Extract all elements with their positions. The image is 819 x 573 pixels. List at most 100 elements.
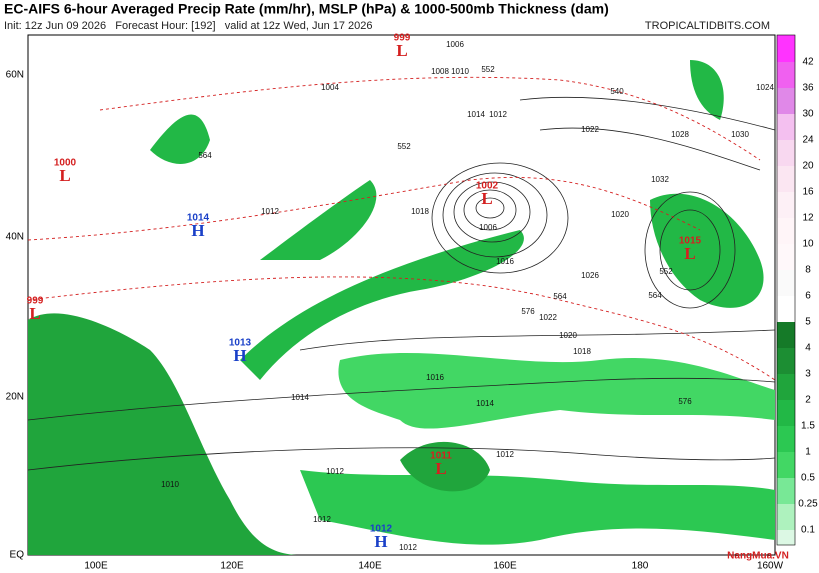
precip bbox=[28, 60, 775, 555]
colorbar-segment bbox=[777, 400, 795, 426]
center-value: 1013 bbox=[229, 338, 252, 349]
colorbar-segment bbox=[777, 426, 795, 452]
colorbar-frame bbox=[776, 34, 796, 546]
isobar-label: 1032 bbox=[651, 175, 669, 184]
center-letter: L bbox=[481, 189, 492, 208]
colorbar-label: 20 bbox=[802, 161, 814, 172]
precip-area bbox=[650, 193, 764, 308]
colorbar-segment bbox=[777, 478, 795, 504]
precip-area bbox=[150, 114, 210, 164]
isobar-label: 1006 bbox=[479, 223, 497, 232]
lon-label: 160E bbox=[493, 561, 517, 572]
precip-area bbox=[338, 352, 775, 429]
isobar-label: 1012 bbox=[399, 543, 417, 552]
colorbar-segment bbox=[777, 504, 795, 530]
center-value: 1000 bbox=[54, 158, 77, 169]
colorbar-label: 10 bbox=[802, 239, 814, 250]
isobar-label: 1006 bbox=[446, 40, 464, 49]
isobar-label: 1028 bbox=[671, 130, 689, 139]
colorbar-segment bbox=[777, 348, 795, 374]
thickness-label: 576 bbox=[521, 307, 535, 316]
center-letter: L bbox=[396, 41, 407, 60]
precip-area bbox=[300, 470, 775, 545]
colorbar-label: 24 bbox=[802, 135, 814, 146]
colorbar-label: 16 bbox=[802, 187, 814, 198]
lon-label: 140E bbox=[358, 561, 382, 572]
center-letter: H bbox=[191, 221, 204, 240]
colorbar-segment bbox=[777, 374, 795, 400]
thickness bbox=[27, 76, 776, 381]
lat-label: 40N bbox=[6, 232, 24, 243]
colorbar-label: 12 bbox=[802, 213, 814, 224]
colorbar-segment bbox=[777, 35, 795, 62]
isobars bbox=[27, 96, 776, 471]
lon-label: 100E bbox=[84, 561, 108, 572]
center-value: 1015 bbox=[679, 236, 702, 247]
center-value: 1012 bbox=[370, 524, 393, 535]
colorbar-segment bbox=[777, 140, 795, 166]
thickness-label: 576 bbox=[678, 397, 692, 406]
colorbar-label: 8 bbox=[805, 265, 811, 276]
colorbar-label: 6 bbox=[805, 291, 811, 302]
isobar-label: 1014 bbox=[291, 393, 309, 402]
colorbar-label: 2 bbox=[805, 395, 811, 406]
center-value: 1011 bbox=[430, 451, 452, 462]
center-letter: L bbox=[435, 459, 446, 478]
site: TROPICALTIDBITS.COM bbox=[645, 20, 770, 32]
watermark: NangMua.VN bbox=[727, 551, 789, 562]
colorbar-label: 1.5 bbox=[801, 421, 815, 432]
isobar-label: 1020 bbox=[559, 331, 577, 340]
isobar-label: 1010 bbox=[451, 67, 469, 76]
isobar-label: 1014 bbox=[476, 399, 494, 408]
isobar-label: 1010 bbox=[161, 480, 179, 489]
isobar-label: 1008 bbox=[431, 67, 449, 76]
colorbar-segment bbox=[777, 296, 795, 322]
colorbar-segment bbox=[777, 62, 795, 88]
isobar-label: 1018 bbox=[411, 207, 429, 216]
isobar-label: 1022 bbox=[539, 313, 557, 322]
lat-label: EQ bbox=[10, 550, 25, 561]
colorbar-label: 5 bbox=[805, 317, 811, 328]
isobar-label: 1012 bbox=[313, 515, 331, 524]
isobar-label: 1022 bbox=[581, 125, 599, 134]
colorbar-segment bbox=[777, 192, 795, 218]
colorbar-segment bbox=[777, 244, 795, 270]
center-letter: H bbox=[374, 532, 387, 551]
colorbar-label: 0.1 bbox=[801, 525, 815, 536]
center-value: 1002 bbox=[476, 181, 499, 192]
thickness-label: 552 bbox=[659, 267, 673, 276]
thickness-label: 564 bbox=[553, 292, 567, 301]
isobar-label: 1030 bbox=[731, 130, 749, 139]
colorbar-segment bbox=[777, 166, 795, 192]
colorbar-label: 0.25 bbox=[798, 499, 818, 510]
colorbar-segment bbox=[777, 322, 795, 348]
lat-label: 20N bbox=[6, 392, 24, 403]
lon-label: 180 bbox=[632, 561, 649, 572]
lon-label: 120E bbox=[220, 561, 244, 572]
colorbar-label: 30 bbox=[802, 109, 814, 120]
colorbar-label: 3 bbox=[805, 369, 811, 380]
thickness-label: 552 bbox=[397, 142, 411, 151]
isobar-label: 1012 bbox=[496, 450, 514, 459]
lat-label: 60N bbox=[6, 70, 24, 81]
isobar-label: 1016 bbox=[426, 373, 444, 382]
colorbar-segment bbox=[777, 218, 795, 244]
center-letter: L bbox=[29, 304, 40, 323]
colorbar-segment bbox=[777, 88, 795, 114]
precip-area bbox=[260, 180, 377, 260]
thickness-label: 564 bbox=[648, 291, 662, 300]
isobar-label: 1012 bbox=[326, 467, 344, 476]
center-letter: H bbox=[233, 346, 246, 365]
lon-label: 160W bbox=[757, 561, 784, 572]
center-letter: L bbox=[59, 166, 70, 185]
center-value: 999 bbox=[27, 296, 44, 307]
isobar-label: 1016 bbox=[496, 257, 514, 266]
isobar-label: 1004 bbox=[321, 83, 339, 92]
isobar-label: 1012 bbox=[261, 207, 279, 216]
thickness-label: 552 bbox=[481, 65, 495, 74]
isobar-label: 1020 bbox=[611, 210, 629, 219]
isobar-label: 1014 bbox=[467, 110, 485, 119]
title: EC-AIFS 6-hour Averaged Precip Rate (mm/… bbox=[4, 1, 609, 17]
colorbar-label: 36 bbox=[802, 83, 814, 94]
